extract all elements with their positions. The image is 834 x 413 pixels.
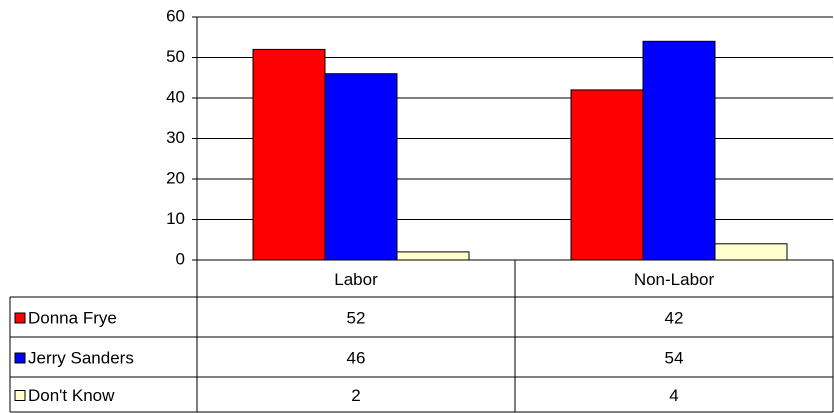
- table-value: 52: [347, 308, 366, 327]
- bar: [570, 89, 644, 261]
- legend-key: [14, 390, 26, 401]
- legend-label: Jerry Sanders: [28, 348, 134, 367]
- y-tick-label: 40: [166, 87, 185, 106]
- table-value: 54: [665, 348, 684, 367]
- legend-key: [14, 352, 26, 364]
- table-value: 42: [665, 308, 684, 327]
- bar: [642, 40, 716, 261]
- y-tick-label: 30: [166, 128, 185, 147]
- x-tick-label: Labor: [334, 270, 378, 289]
- bar: [324, 73, 398, 261]
- x-tick-label: Non-Labor: [634, 270, 715, 289]
- legend-label: Don't Know: [28, 386, 115, 405]
- y-tick-label: 50: [166, 47, 185, 66]
- legend-key: [14, 312, 26, 324]
- table-value: 4: [669, 386, 678, 405]
- y-tick-label: 20: [166, 168, 185, 187]
- y-tick-label: 0: [176, 249, 185, 268]
- legend-label: Donna Frye: [28, 308, 117, 327]
- table-value: 46: [347, 348, 366, 367]
- bar: [396, 251, 470, 261]
- y-tick-label: 10: [166, 209, 185, 228]
- y-tick-label: 60: [166, 6, 185, 25]
- bar: [252, 48, 326, 261]
- bar: [714, 243, 788, 261]
- table-value: 2: [351, 386, 360, 405]
